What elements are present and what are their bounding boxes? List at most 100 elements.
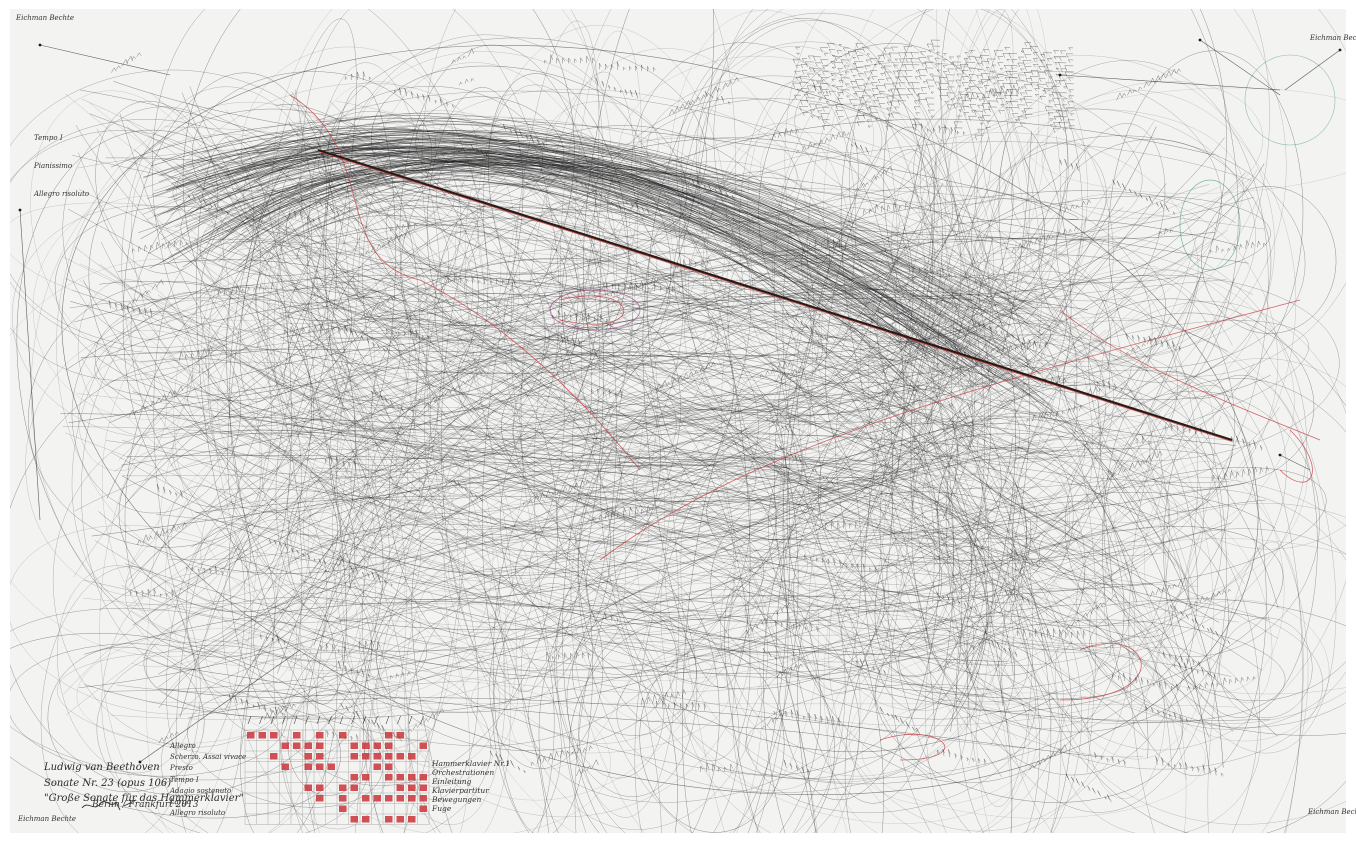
loop-stroke (838, 556, 994, 651)
arc-stroke (124, 563, 1063, 674)
tempo-item: Largo (170, 797, 191, 806)
author-note-bottom-right: Eichman Bechte (1308, 808, 1356, 816)
loop-stroke (421, 9, 604, 359)
loop-stroke (277, 193, 473, 389)
loop-stroke (10, 643, 288, 777)
crest-stroke (248, 151, 993, 383)
loop-stroke (970, 456, 1071, 615)
arc-stroke (208, 156, 1049, 417)
handwriting-row (1150, 579, 1184, 598)
arc-stroke (346, 168, 1070, 480)
arrow-line (1059, 74, 1281, 91)
loop-stroke (895, 486, 1085, 666)
crest-stroke (187, 172, 1006, 371)
grid-block (408, 784, 416, 791)
crest-stroke (201, 151, 908, 385)
loop-stroke (639, 648, 785, 833)
arc-stroke (131, 252, 1159, 668)
arc-stroke (110, 236, 1126, 720)
loop-stroke (642, 218, 751, 688)
grid-block (281, 763, 289, 770)
arc-stroke (268, 309, 1232, 565)
handwriting-row (785, 311, 830, 343)
arc-stroke (126, 455, 1117, 677)
arc-stroke (251, 196, 940, 662)
loop-stroke (319, 81, 436, 200)
crest-stroke (175, 155, 1054, 401)
handwriting-row (560, 334, 581, 348)
arc-stroke (191, 327, 996, 640)
arc-stroke (337, 140, 1105, 540)
arc-stroke (335, 217, 989, 747)
arc-stroke (220, 415, 984, 697)
arc-stroke (315, 141, 1252, 712)
loop-stroke (930, 273, 1094, 571)
crest-stroke (160, 146, 947, 360)
crest-stroke (154, 146, 960, 329)
loop-stroke (32, 195, 266, 420)
crest-stroke (199, 164, 1015, 386)
loop-stroke (953, 247, 1068, 402)
loop-stroke (956, 582, 1040, 833)
loop-stroke (575, 30, 642, 327)
crest-stroke (182, 151, 1016, 305)
arc-strokes (60, 80, 1280, 781)
crest-stroke (241, 161, 1059, 416)
handwriting-row (945, 56, 956, 110)
loop-stroke (1089, 598, 1346, 736)
loop-stroke (545, 137, 900, 286)
arc-stroke (113, 80, 1053, 662)
arc-stroke (262, 160, 1270, 620)
grid-block (396, 784, 404, 791)
crest-stroke (195, 152, 918, 393)
loop-stroke (706, 464, 986, 612)
handwriting-row (604, 612, 620, 623)
handwriting-row (217, 282, 275, 297)
handwriting-row (668, 77, 739, 116)
loop-stroke (354, 442, 471, 833)
crest-stroke (203, 139, 1016, 319)
loop-stroke (266, 110, 658, 634)
handwriting-row (259, 634, 286, 645)
loop-stroke (1207, 541, 1304, 833)
crest-stroke (148, 159, 1021, 318)
tempo-list: Allegro Scherzo. Assai vivace Presto Tem… (170, 742, 246, 820)
arc-stroke (122, 456, 1173, 771)
loop-stroke (940, 9, 1239, 418)
tempo-item: Allegro risoluto (170, 809, 226, 818)
handwriting-row (936, 591, 978, 613)
loop-stroke (828, 433, 1135, 833)
loop-stroke (361, 508, 479, 800)
arc-stroke (118, 202, 1258, 461)
loop-stroke (388, 359, 611, 679)
green-circle (1244, 54, 1336, 146)
loop-stroke (122, 72, 338, 508)
handwriting-row (319, 201, 340, 216)
loop-stroke (199, 131, 579, 466)
loop-stroke (94, 287, 401, 427)
arc-stroke (317, 184, 1255, 362)
loop-stroke (124, 284, 312, 644)
handwriting-row (552, 310, 609, 323)
arc-stroke (99, 264, 1217, 503)
loop-stroke (256, 192, 514, 407)
loop-stroke (228, 309, 558, 786)
crest-stroke (201, 160, 1024, 351)
arc-stroke (89, 102, 1187, 781)
handwriting-row (1011, 226, 1079, 253)
loop-stroke (161, 652, 492, 833)
arc-stroke (210, 121, 1155, 545)
loop-stroke (327, 37, 707, 275)
arc-stroke (189, 86, 1233, 561)
arc-stroke (60, 413, 1199, 689)
loop-stroke (10, 130, 261, 381)
loop-stroke (304, 517, 555, 833)
handwriting-row (910, 52, 921, 130)
grid-block (385, 816, 393, 823)
loop-stroke (167, 485, 251, 602)
handwriting-row (766, 417, 795, 436)
handwriting-row (530, 745, 593, 766)
loop-stroke (841, 520, 1189, 703)
handwriting-row (595, 77, 639, 99)
loop-stroke (613, 309, 989, 780)
